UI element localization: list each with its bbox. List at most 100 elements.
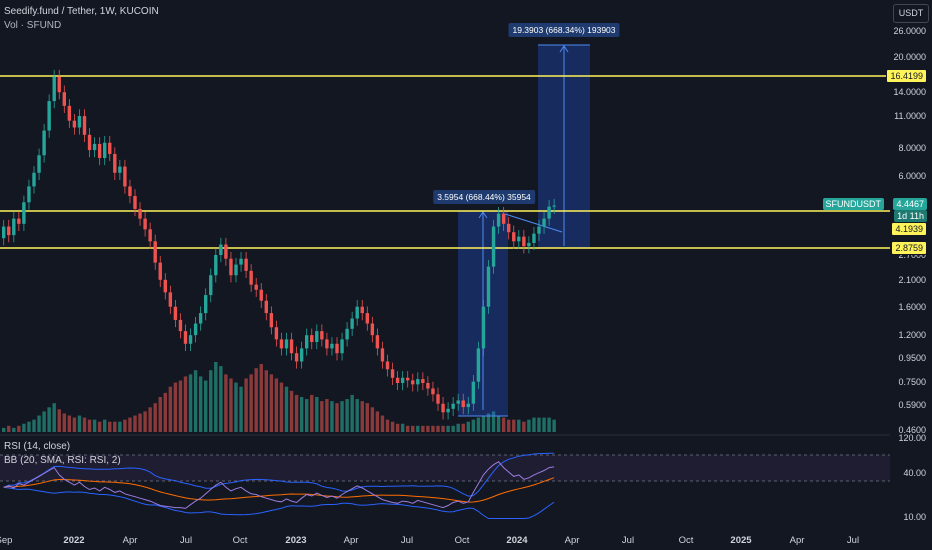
candle [47,101,51,131]
candle [370,323,375,336]
candle [264,300,268,314]
volume-bar [47,407,51,432]
candle [108,142,112,154]
volume-bar [168,386,173,432]
volume-bar [17,425,21,432]
bb-legend[interactable]: BB (20, SMA, RSI: RSI, 2) [4,455,121,466]
volume-bar [451,425,455,432]
candle [517,236,521,242]
candle [7,226,11,236]
candle [436,394,440,404]
countdown-tag: 1d 11h [894,210,927,222]
measure-tools[interactable] [458,44,590,417]
volume-bar [158,397,162,432]
candle [239,258,243,265]
candle [532,233,536,243]
candle [123,166,127,187]
candle [158,262,162,280]
candle [446,408,450,413]
volume-bar [527,419,531,432]
candle [153,241,157,263]
rsi-axis-mid: 40.00 [903,468,926,478]
candle [42,130,46,156]
volume-bar [390,421,395,432]
price-axis-label: 8.0000 [898,142,926,153]
horizontal-levels[interactable] [0,75,890,249]
volume-bar [517,419,521,432]
price-axis-label: 26.0000 [893,26,926,36]
volume-bar [133,415,137,432]
price-axis-label: 0.9500 [898,353,926,364]
volume-bar [466,421,470,432]
volume-bar [219,366,223,432]
candle [118,166,122,173]
candles [2,69,556,420]
volume-bar [269,374,274,432]
volume-bar [542,417,546,432]
volume-bar [37,415,41,432]
volume-bar [224,374,228,432]
volume-bar [496,415,501,432]
candle [542,218,546,227]
measure-label-first: 3.5954 (668.44%) 35954 [433,190,535,204]
volume-bar [143,411,147,432]
candle [133,196,137,209]
price-axis-label: 1.2000 [898,330,926,341]
volume-bar [284,386,289,432]
volume-bar [340,401,344,432]
volume-bar [229,378,233,432]
candle [476,348,481,382]
candle [62,92,66,106]
volume-bar [97,421,102,432]
candle [547,206,551,219]
candle [37,155,41,173]
trend-line[interactable] [504,213,563,233]
rsi-axis-bottom: 10.00 [903,512,926,522]
volume-bar [113,421,117,432]
volume-bar [108,421,112,432]
price-axis-label: 0.7500 [898,376,926,387]
volume-bar [118,421,122,432]
time-axis-label: Apr [564,535,580,546]
candle [350,318,354,329]
volume-bar [82,417,87,432]
volume-bar [234,382,238,432]
rsi-legend[interactable]: RSI (14, close) [4,441,71,452]
volume-bar [441,425,445,432]
mid-level-price-tag: 4.1939 [891,222,927,236]
candle [113,153,117,173]
candle [128,186,132,197]
volume-bar [501,417,506,432]
volume-bar [481,415,486,432]
time-axis-label: Apr [343,535,359,546]
candle [87,134,92,151]
time-axis-label: 2022 [63,535,85,546]
candle [67,105,72,121]
volume-legend[interactable]: Vol · SFUND [4,20,62,31]
candle [345,328,349,340]
volume-bar [299,397,304,432]
volume-bar [67,415,72,432]
candle [219,244,223,255]
volume-bar [87,419,92,432]
candle [395,377,400,383]
symbol-title[interactable]: Seedify.fund / Tether, 1W, KUCOIN [4,6,159,17]
volume-bar [461,423,465,432]
candle [244,258,248,271]
candle [178,319,183,332]
volume-bar [522,421,526,432]
volume-bar [153,403,157,432]
candle [249,270,253,285]
candle [148,229,152,242]
candle [299,348,304,362]
volume-bar [365,403,369,432]
candle [163,279,167,293]
volume-bar [264,370,268,432]
time-axis-label: Jul [621,535,635,546]
currency-button[interactable]: USDT [893,4,929,23]
candle [507,223,511,233]
volume-bar [345,399,349,432]
candle [390,369,395,378]
candle [441,403,445,413]
